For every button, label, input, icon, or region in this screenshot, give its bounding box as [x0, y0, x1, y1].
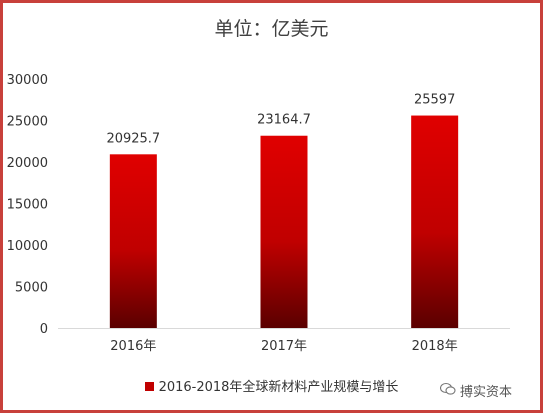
- x-tick-label: 2018年: [412, 339, 458, 354]
- y-axis: 0 5000 10000 15000 20000 25000 30000: [7, 73, 48, 337]
- y-tick-label: 30000: [7, 73, 48, 88]
- data-label: 20925.7: [106, 131, 160, 146]
- legend-label: 2016-2018年全球新材料产业规模与增长: [158, 380, 399, 395]
- chart-title: 单位：亿美元: [214, 18, 329, 40]
- y-tick-label: 10000: [7, 239, 48, 254]
- x-tick-label: 2016年: [110, 339, 156, 354]
- y-tick-label: 5000: [15, 281, 48, 296]
- y-tick-label: 20000: [7, 156, 48, 171]
- legend-swatch: [144, 382, 154, 391]
- watermark-text: 搏实资本: [460, 385, 513, 400]
- data-label: 25597: [414, 93, 455, 108]
- y-tick-label: 15000: [7, 198, 48, 213]
- wechat-icon: [439, 382, 456, 400]
- bars: 20925.7 23164.7 25597: [106, 93, 459, 329]
- y-tick-label: 25000: [7, 115, 48, 130]
- x-axis: 2016年 2017年 2018年: [58, 328, 510, 354]
- x-tick-label: 2017年: [261, 339, 307, 354]
- y-tick-label: 0: [40, 322, 48, 337]
- watermark: 搏实资本: [439, 381, 513, 400]
- data-label: 23164.7: [257, 113, 311, 128]
- legend: 2016-2018年全球新材料产业规模与增长: [0, 376, 543, 395]
- bar: [109, 154, 157, 328]
- bar: [411, 115, 459, 329]
- bar: [260, 135, 308, 328]
